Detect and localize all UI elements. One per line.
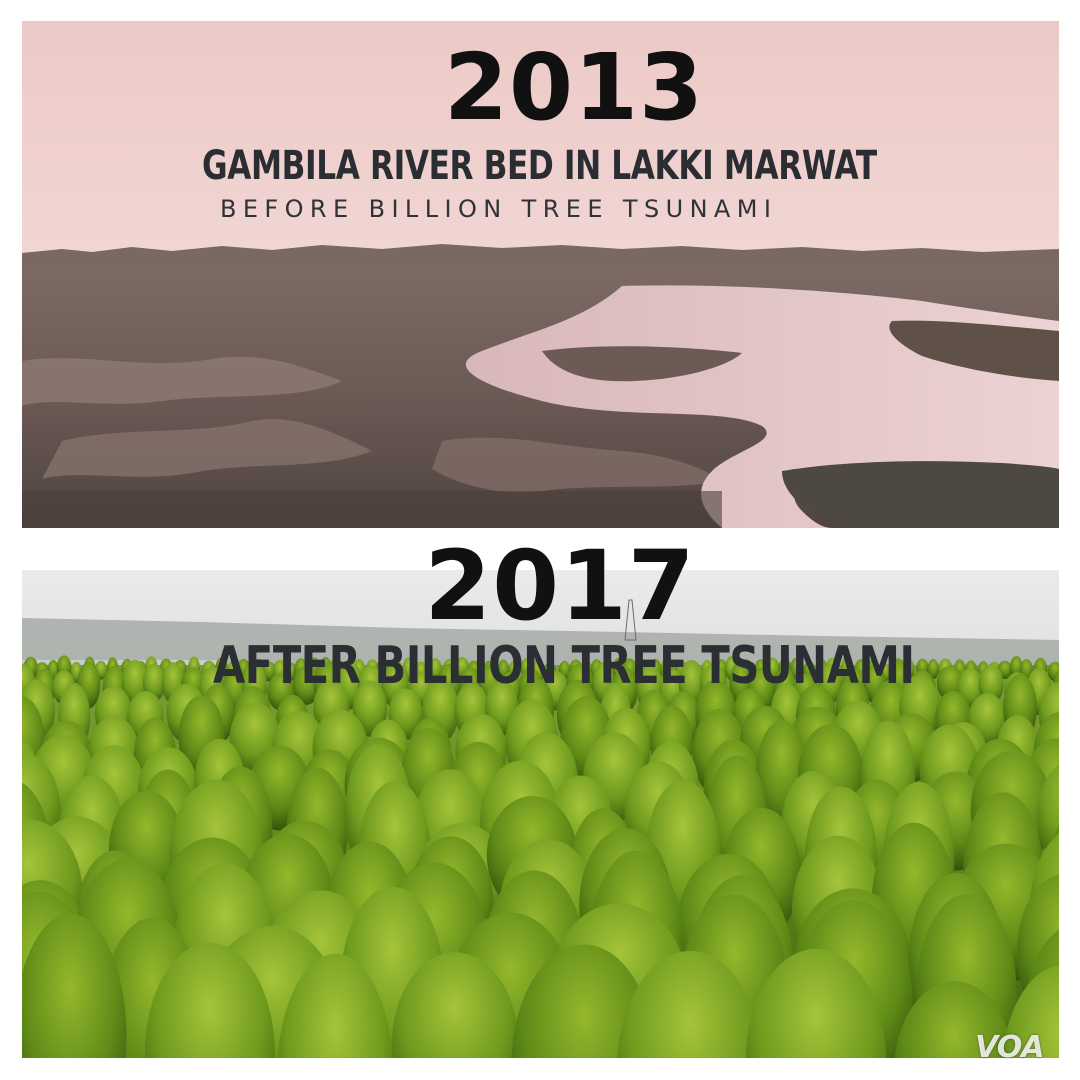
before-photo-2013 (22, 21, 1059, 528)
tree-crown (790, 657, 803, 680)
voa-watermark-logo: VOA (975, 1030, 1044, 1065)
tree-crown (145, 942, 275, 1058)
river-bed-scene (22, 21, 1059, 528)
tree-crown (391, 952, 519, 1058)
after-photo-2017 (22, 570, 1059, 1058)
tree-crown (1001, 965, 1059, 1058)
after-headline: AFTER BILLION TREE TSUNAMI (213, 636, 915, 696)
forest-scene (22, 570, 1059, 1058)
tree-crown (277, 953, 393, 1058)
tree-crown (617, 950, 763, 1058)
tree-crown (352, 680, 388, 737)
tree-crown (894, 981, 1015, 1058)
tree-crown (511, 944, 657, 1058)
year-2017-label: 2017 (424, 530, 696, 642)
location-headline: GAMBILA RIVER BED IN LAKKI MARWAT (202, 143, 877, 189)
tree-crown (745, 948, 887, 1058)
year-2013-label: 2013 (443, 34, 705, 141)
before-subheadline: BEFORE BILLION TREE TSUNAMI (220, 195, 778, 223)
tree-canopy (22, 655, 1059, 1058)
tree-crown (292, 666, 320, 705)
tree-crown (22, 913, 127, 1058)
